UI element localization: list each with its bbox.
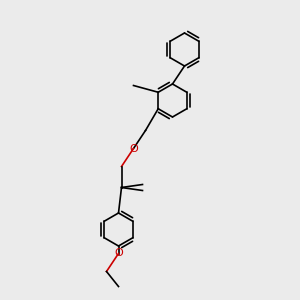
Text: O: O	[129, 143, 138, 154]
Text: O: O	[114, 248, 123, 259]
